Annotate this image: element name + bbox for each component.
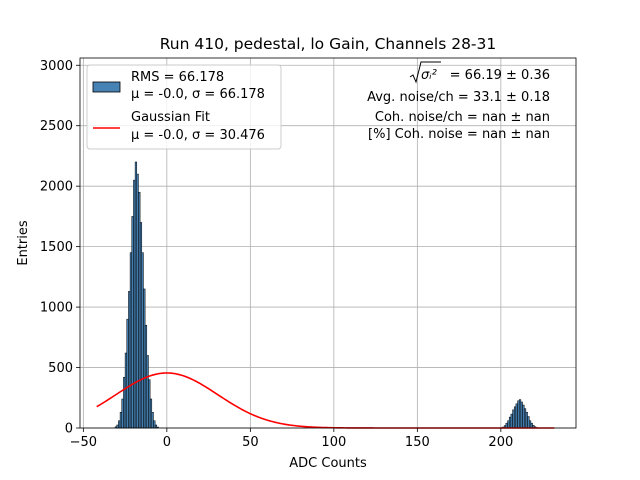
legend-histogram-line-1: RMS = 66.178: [131, 70, 224, 85]
histogram-bar: [148, 379, 151, 429]
histogram-bar: [116, 424, 119, 429]
histogram-bar: [527, 416, 530, 429]
x-tick-label: 50: [242, 435, 259, 450]
plot-frame: [79, 57, 577, 429]
histogram-bar: [151, 412, 154, 429]
y-tick-label: 1500: [40, 240, 73, 255]
histogram-bar: [154, 424, 158, 429]
histogram-bar: [143, 288, 146, 429]
noise-annotations: σᵢ² = 66.19 ± 0.36 Avg. noise/ch = 33.1 …: [367, 61, 550, 142]
histogram-bar: [141, 252, 144, 429]
legend-fit-params: μ = -0.0, σ = 30.476: [131, 128, 265, 143]
x-tick-label: 200: [488, 435, 513, 450]
y-axis-label: Entries: [16, 220, 31, 266]
histogram-bar: [507, 420, 510, 429]
annotation-sigma-symbol: σᵢ²: [421, 68, 437, 83]
histogram-bar: [153, 420, 156, 429]
y-tick-label: 0: [65, 422, 73, 437]
legend-histogram-swatch: [92, 81, 121, 93]
y-tick-label: 3000: [40, 59, 73, 74]
chart-title: Run 410, pedestal, lo Gain, Channels 28-…: [160, 35, 497, 53]
gaussian-fit-curve: [96, 372, 555, 429]
legend-histogram-line-2: μ = -0.0, σ = 66.178: [131, 87, 265, 102]
histogram-bar: [518, 399, 522, 429]
x-axis-ticks: −50 0 50 100 150 200: [70, 428, 513, 450]
histogram-bar: [528, 420, 532, 429]
x-tick-label: −50: [70, 435, 97, 450]
legend-fit-name: Gaussian Fit: [131, 110, 210, 125]
histogram-bar: [520, 401, 523, 429]
histogram-bars: [114, 161, 538, 429]
histogram-bar: [515, 403, 518, 429]
annotation-line-1: = 66.19 ± 0.36: [450, 68, 550, 83]
x-tick-label: 150: [405, 435, 430, 450]
histogram-bar: [139, 222, 143, 429]
x-tick-label: 0: [163, 435, 171, 450]
legend: RMS = 66.178 μ = -0.0, σ = 66.178 Gaussi…: [86, 64, 282, 150]
histogram-bar: [118, 420, 121, 429]
y-tick-label: 2500: [40, 119, 73, 134]
gaussian-fit-line: [96, 372, 555, 429]
y-tick-label: 500: [48, 361, 73, 376]
histogram-bar: [522, 404, 525, 429]
y-tick-label: 1000: [40, 301, 73, 316]
annotation-line-2: Avg. noise/ch = 33.1 ± 0.18: [367, 90, 550, 105]
histogram-bar: [517, 400, 520, 429]
histogram-bar: [508, 416, 512, 429]
x-tick-label: 100: [321, 435, 346, 450]
histogram-bar: [523, 408, 527, 429]
histogram-bar: [512, 409, 515, 429]
histogram-bar: [123, 376, 126, 429]
histogram-bar: [121, 398, 124, 429]
histogram-bar: [525, 412, 528, 429]
histogram-bar: [138, 191, 141, 429]
histogram-bar: [136, 173, 139, 429]
histogram-bar: [119, 412, 123, 429]
histogram-bar: [126, 318, 129, 429]
histogram-bar: [149, 398, 153, 429]
histogram-bar: [131, 216, 134, 429]
histogram-bar: [124, 352, 128, 429]
sqrt-symbol: [409, 61, 441, 84]
histogram-bar: [510, 413, 513, 429]
annotation-line-3: Coh. noise/ch = nan ± nan: [375, 110, 550, 125]
annotation-line-4: [%] Coh. noise = nan ± nan: [368, 127, 550, 142]
histogram-bar: [134, 161, 138, 429]
y-tick-label: 2000: [40, 180, 73, 195]
histogram-bar: [513, 406, 517, 429]
legend-box: [86, 64, 282, 150]
y-axis-ticks: 0 500 1000 1500 2000 2500 3000: [40, 59, 80, 437]
histogram-bar: [133, 179, 136, 429]
histogram-bar: [129, 252, 133, 429]
histogram-bar: [128, 291, 131, 429]
x-axis-label: ADC Counts: [289, 456, 367, 471]
histogram-bar: [146, 355, 149, 429]
